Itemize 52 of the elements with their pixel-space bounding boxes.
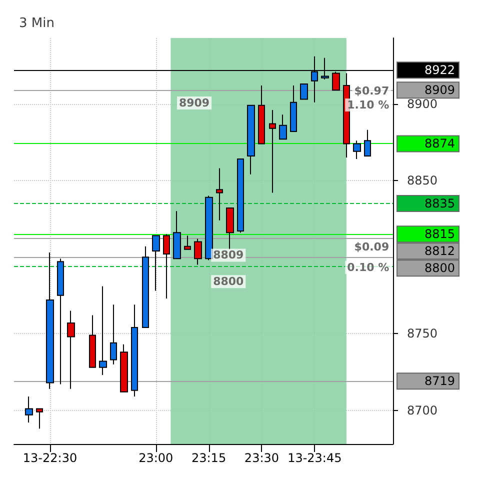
candlestick bbox=[237, 158, 244, 234]
candlestick bbox=[226, 208, 234, 250]
candlestick bbox=[364, 129, 371, 156]
ref-line-label: 8874 bbox=[424, 136, 455, 151]
candlestick bbox=[205, 195, 213, 261]
ref-line-label: 8800 bbox=[424, 261, 455, 276]
candlestick bbox=[67, 310, 75, 390]
annotation: 8909 bbox=[178, 96, 210, 110]
candlestick bbox=[110, 304, 117, 365]
y-tick-label: 8900 bbox=[407, 96, 438, 111]
ref-line-label: 8909 bbox=[424, 83, 455, 98]
candlestick bbox=[290, 84, 297, 132]
annotation: 1.10 % bbox=[347, 98, 390, 112]
candlestick bbox=[131, 304, 138, 398]
candlestick bbox=[120, 344, 128, 392]
y-tick-label: 8850 bbox=[407, 173, 438, 188]
chart-title: 3 Min bbox=[19, 16, 54, 31]
x-tick-label: 13-23:45 bbox=[288, 451, 342, 465]
candlestick bbox=[194, 238, 202, 266]
candlestick bbox=[269, 110, 276, 194]
ref-line-label: 8719 bbox=[424, 374, 455, 388]
candlestick bbox=[57, 258, 64, 385]
candlestick bbox=[25, 396, 33, 424]
candlestick bbox=[99, 286, 107, 376]
candlestick bbox=[184, 235, 191, 250]
annotation: 8800 bbox=[213, 275, 244, 288]
candlestick bbox=[258, 84, 265, 144]
x-tick-label: 23:15 bbox=[191, 451, 226, 465]
ref-line-label: 8815 bbox=[424, 227, 455, 242]
x-tick-label: 23:00 bbox=[138, 451, 174, 465]
ref-line-label: 8812 bbox=[424, 244, 455, 258]
candlestick bbox=[36, 408, 43, 430]
candlestick bbox=[142, 246, 149, 328]
annotation: $0.09 bbox=[354, 240, 390, 254]
x-tick-label: 23:30 bbox=[244, 451, 280, 465]
candlestick bbox=[89, 314, 96, 368]
candlestick bbox=[247, 104, 255, 175]
y-tick-label: 8700 bbox=[407, 403, 438, 418]
y-tick-label: 8750 bbox=[407, 326, 438, 341]
candlestick bbox=[279, 114, 287, 140]
candlestick bbox=[163, 234, 170, 299]
candlestick bbox=[152, 235, 160, 292]
candlestick bbox=[173, 210, 181, 260]
ref-line-label: 8922 bbox=[424, 63, 455, 78]
annotation: 8809 bbox=[213, 248, 244, 262]
candlestick bbox=[216, 168, 223, 221]
candlestick bbox=[300, 83, 308, 100]
annotation: $0.97 bbox=[354, 84, 390, 98]
candlestick bbox=[353, 140, 361, 160]
ref-line-label: 8835 bbox=[424, 196, 455, 210]
annotation: 0.10 % bbox=[347, 260, 390, 274]
x-tick-label: 13-22:30 bbox=[22, 451, 78, 465]
